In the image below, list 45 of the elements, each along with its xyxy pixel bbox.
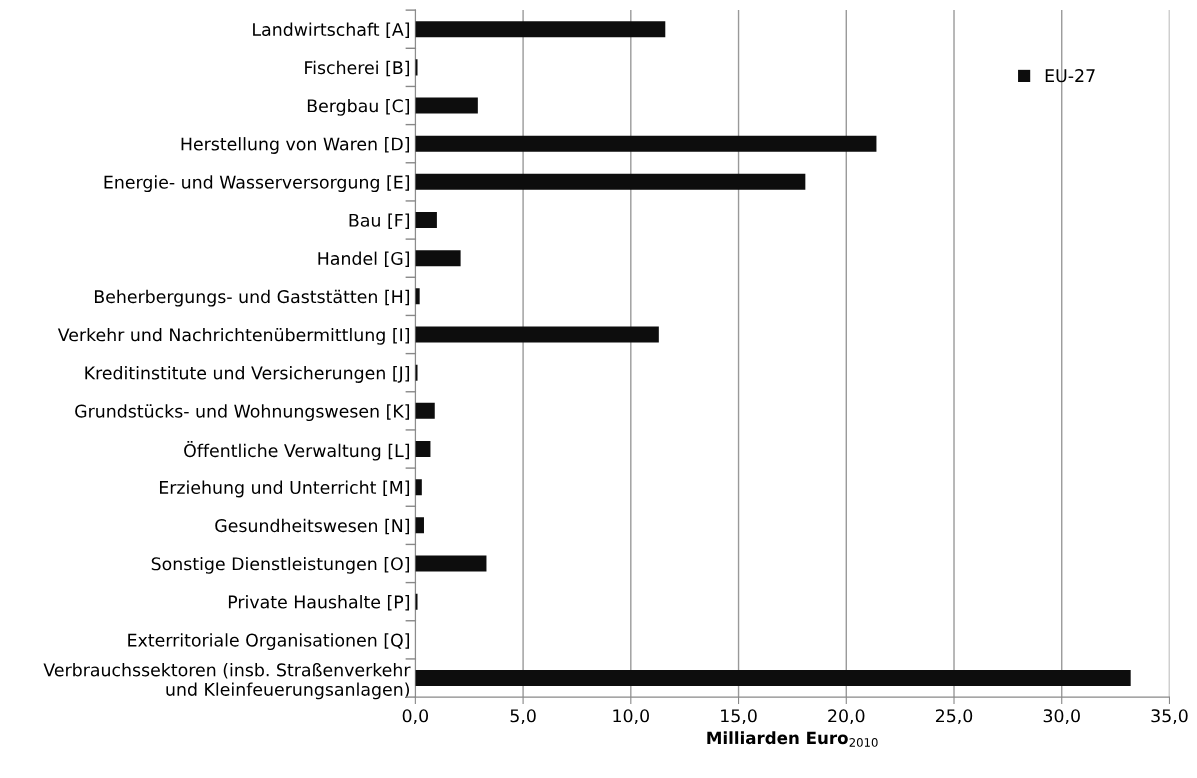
y-tick-label: Bergbau [C] [307,98,409,116]
y-tick-label: Bau [F] [349,213,410,229]
x-tick-label: 5,0 [510,709,536,725]
y-tick-label: Beherbergungs- und Gaststätten [H] [94,289,410,307]
y-tick-label: Landwirtschaft [A] [253,22,410,39]
bar [415,288,420,305]
bar [415,97,478,114]
x-tick-label: 35,0 [1151,709,1188,725]
bar [415,402,435,419]
bar [415,21,666,38]
y-tick-label: Grundstücks- und Wohnungswesen [K] [75,404,410,422]
bar [415,669,1131,687]
bar [415,250,461,267]
bar [415,593,418,610]
x-tick-label: 0,0 [402,709,429,725]
y-tick-label: Handel [G] [318,251,409,268]
y-tick-label: Herstellung von Waren [D] [181,137,410,154]
y-tick-label: Private Haushalte [P] [228,595,410,611]
bar [415,555,487,572]
bar [415,59,418,76]
x-tick-label: 20,0 [828,709,865,725]
y-tick-label: Fischerei [B] [305,60,410,77]
bar [415,212,437,229]
y-tick-label: Exterritoriale Organisationen [Q] [128,633,409,651]
y-tick-label: Öffentliche Verwaltung [L] [184,441,410,461]
bar [415,364,418,381]
y-tick-label: Verkehr und Nachrichtenübermittlung [I] [57,327,410,345]
bar [415,517,424,534]
y-tick-label: Sonstige Dienstleistungen [O] [151,556,410,574]
bar [415,135,877,152]
y-tick-label: Gesundheitswesen [N] [215,518,410,535]
x-tick-label: 10,0 [613,709,649,725]
y-tick-label: Kreditinstitute und Versicherungen [J] [85,366,410,383]
x-axis-title: Milliarden Euro$_{2010}$ [707,731,878,747]
bar [415,173,806,190]
y-tick-label: Erziehung und Unterricht [M] [160,480,410,498]
bar [415,326,659,343]
x-tick-label: 25,0 [935,709,973,725]
bar [415,479,422,496]
x-tick-label: 30,0 [1043,709,1080,725]
bar [415,441,431,458]
x-tick-label: 15,0 [721,709,757,725]
y-tick-label: Verbrauchssektoren (insb. Straßenverkehr und Kleinfeuerungsanlagen) [43,663,411,700]
y-tick-label: Energie- und Wasserversorgung [E] [104,175,409,193]
legend-label: EU-27 [1045,69,1095,83]
